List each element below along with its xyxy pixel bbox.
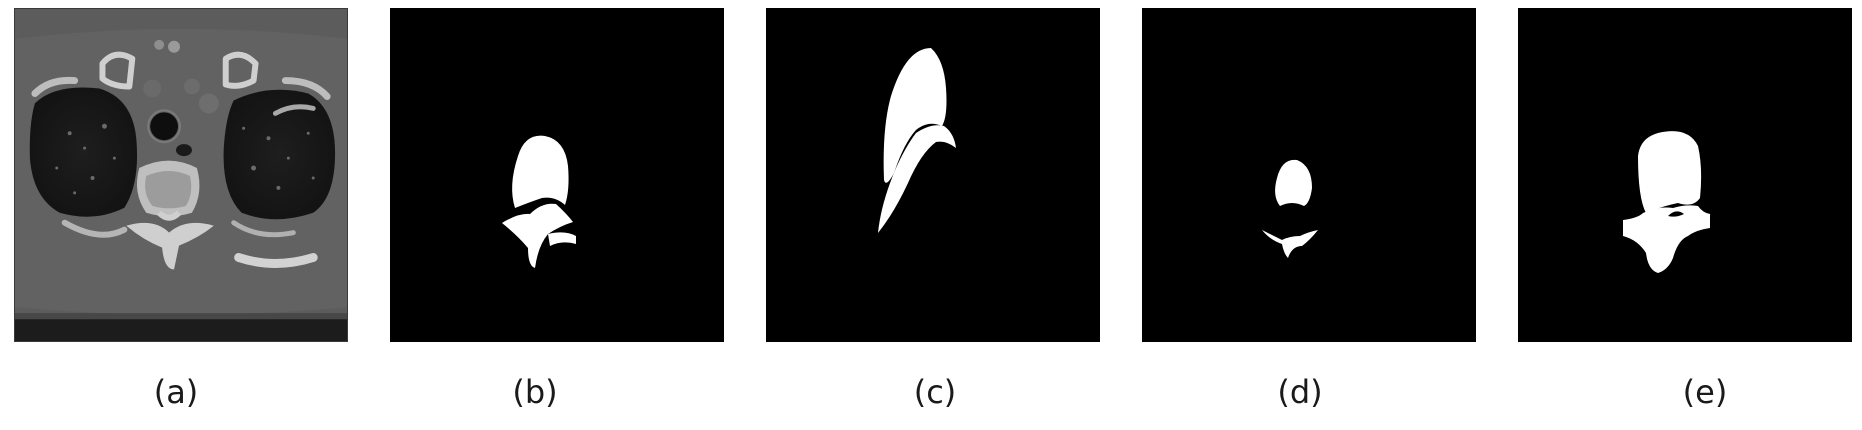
mask-c-graphic [766,8,1100,342]
caption-e: (e) [1682,373,1728,411]
mask-e-graphic [1518,8,1852,342]
segmentation-mask-b [390,8,724,342]
caption-d: (d) [1277,373,1323,411]
caption-a: (a) [153,373,199,411]
segmentation-mask-e [1518,8,1852,342]
caption-b: (b) [512,373,558,411]
segmentation-mask-c [766,8,1100,342]
mask-b-graphic [390,8,724,342]
mask-d-graphic [1142,8,1476,342]
segmentation-mask-d [1142,8,1476,342]
ct-scan-graphic [15,9,347,341]
caption-c: (c) [913,373,957,411]
ct-scan-image [14,8,348,342]
